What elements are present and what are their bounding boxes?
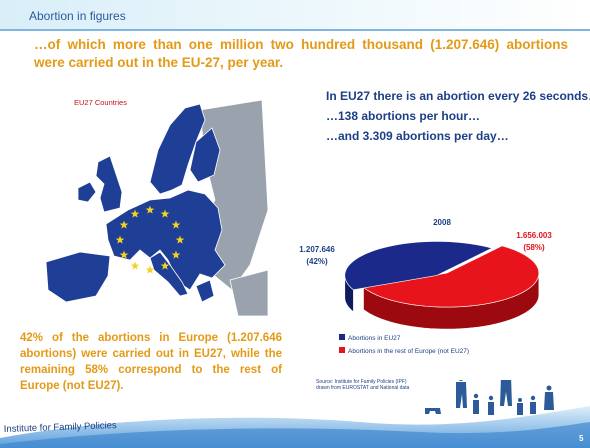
footer-wave-highlight: [0, 422, 590, 448]
title-divider: [0, 29, 590, 31]
map-label: EU27 Countries: [74, 98, 127, 107]
frequency-panel: In EU27 there is an abortion every 26 se…: [326, 86, 590, 146]
eu-star-icon: [160, 209, 170, 218]
eu27-share-statement: 42% of the abortions in Europe (1.207.64…: [20, 332, 282, 392]
pie-slice-rest: [362, 245, 540, 308]
europe-map-graphic: [45, 99, 269, 317]
title-bar: [0, 0, 590, 30]
europe-map: EU27 Countries: [0, 90, 270, 320]
source-line-2: drawn from EUROSTAT and National data: [316, 385, 410, 391]
eu-star-icon: [115, 235, 125, 244]
iberia: [45, 251, 111, 303]
non-eu-east: [229, 269, 269, 317]
eu-star-icon: [130, 261, 140, 270]
eu-star-icon: [171, 250, 181, 259]
legend-swatch-eu27: [339, 334, 345, 340]
pie-chart: 2008 1.207.646 (42%) 1.656.003 (58%) Abo…: [294, 205, 570, 375]
eu-star-icon: [130, 209, 140, 218]
pie-chart-graphic: 2008 1.207.646 (42%) 1.656.003 (58%) Abo…: [299, 218, 552, 355]
italy: [149, 251, 189, 297]
slide-title: Abortion in figures: [29, 9, 126, 23]
family-silhouettes-icon: [425, 380, 554, 415]
greece: [195, 279, 215, 303]
eu-star-icon: [160, 261, 170, 270]
eu-star-icon: [119, 250, 129, 259]
slice-value-eu27: 1.207.646: [299, 245, 335, 254]
scandinavia: [149, 103, 206, 195]
finland: [189, 127, 221, 183]
eu-star-icon: [175, 235, 185, 244]
frequency-line-day: …and 3.309 abortions per day…: [326, 129, 509, 143]
slice-value-rest: 1.656.003: [516, 231, 552, 240]
chart-title: 2008: [433, 218, 451, 227]
eu-star-icon: [171, 220, 181, 229]
source-note: Source: Institute for Family Policies (I…: [316, 379, 446, 391]
headline-statistic: …of which more than one million two hund…: [34, 37, 568, 70]
source-line-1: Source: Institute for Family Policies (I…: [316, 379, 407, 385]
frequency-line-hour: …138 abortions per hour…: [326, 109, 481, 123]
legend-swatch-rest: [339, 347, 345, 353]
frequency-line-seconds: In EU27 there is an abortion every 26 se…: [326, 89, 590, 103]
eu-star-icon: [119, 220, 129, 229]
page-number: 5: [579, 434, 584, 443]
legend-label-rest: Abortions in the rest of Europe (not EU2…: [348, 348, 469, 355]
pie-slice-eu27: [344, 241, 493, 291]
footer-graphic: [0, 380, 590, 448]
great-britain: [95, 155, 123, 213]
pie-body: [344, 241, 540, 330]
slice-percent-rest: (58%): [523, 243, 545, 252]
slice-percent-eu27: (42%): [306, 257, 328, 266]
legend-label-eu27: Abortions in EU27: [348, 335, 401, 342]
eu-star-icon: [145, 205, 155, 214]
ireland: [77, 181, 97, 203]
eu-stars-ring: [115, 205, 185, 274]
eu-star-icon: [145, 265, 155, 274]
